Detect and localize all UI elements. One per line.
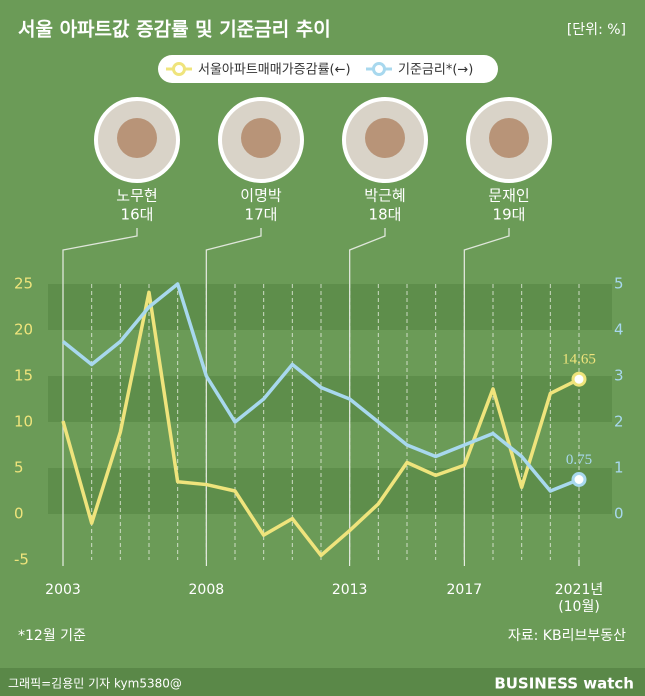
footer-bar [0,668,645,696]
y-tick-label: -5 [14,551,29,569]
series-line [61,282,580,493]
president-term: 18대 [369,206,402,224]
portrait-face [365,118,405,158]
source: 자료: KB리브부동산 [508,628,626,644]
president-term: 19대 [493,206,526,224]
president-term: 16대 [121,206,154,224]
footnote: *12월 기준 [18,628,86,644]
plot-band [48,422,612,468]
y-tick-label: 0 [14,505,24,523]
y2-tick-label: 5 [614,275,624,293]
chart-title: 서울 아파트값 증감률 및 기준금리 추이 [18,19,331,41]
y2-tick-label: 2 [614,413,624,431]
president-name: 박근혜 [364,187,405,205]
y-tick-label: 15 [14,367,33,385]
series-line [61,290,580,558]
plot-band [48,376,612,422]
y2-tick-label: 3 [614,367,624,385]
x-tick-label: 2017 [446,582,483,598]
legend-box [158,55,498,83]
legend-marker [372,62,386,76]
president-name: 이명박 [240,187,282,205]
value-label: 0.75 [566,452,592,468]
value-label: 14.65 [562,352,596,368]
legend-label: 서울아파트매매가증감률(←) [198,63,351,78]
president-name: 문재인 [488,187,529,205]
y2-tick-label: 0 [614,505,624,523]
y2-tick-label: 4 [614,321,624,339]
y2-tick-label: 1 [614,459,624,477]
plot-band [48,330,612,376]
plot-band [48,284,612,330]
unit-label: [단위: %] [567,22,626,38]
x-tick-label: 2021년 (10월) [554,582,604,615]
x-tick-label: 2008 [188,582,225,598]
credit: 그래픽=김용민 기자 kym5380@ [8,677,182,691]
portrait-face [241,118,281,158]
y-tick-label: 25 [14,275,33,293]
brand: BUSINESS watch [494,675,634,693]
president-connector [62,228,138,560]
plot-band [48,514,612,560]
president-name: 노무현 [116,187,157,205]
president-connector [349,228,386,560]
portrait-face [117,118,157,158]
end-marker [571,472,587,487]
president-term: 17대 [245,206,278,224]
legend-marker [172,62,186,76]
x-tick-label: 2013 [331,582,368,598]
plot-band [48,468,612,514]
president-connector [463,228,510,560]
y-tick-label: 5 [14,459,24,477]
y-tick-label: 10 [14,413,33,431]
president-connector [205,228,262,560]
portrait-face [489,118,529,158]
end-marker [571,371,587,387]
legend-label: 기준금리*(→) [398,63,473,78]
x-tick-label: 2003 [45,582,81,598]
y-tick-label: 20 [14,321,33,339]
